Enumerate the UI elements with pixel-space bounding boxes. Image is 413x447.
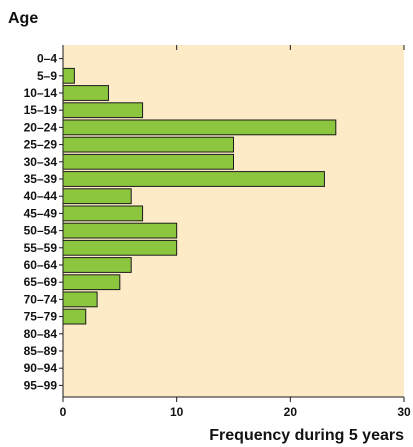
y-axis-title: Age [8, 10, 38, 27]
bar-5–9 [62, 67, 75, 84]
y-tick-label: 50–54 [24, 224, 58, 238]
bar-35–39 [62, 171, 325, 187]
bar-30–34 [62, 153, 234, 170]
bar-25–29 [62, 136, 234, 153]
x-tick-label: 0 [60, 405, 67, 419]
bar-10–14 [62, 85, 109, 101]
y-tick-label: 10–14 [24, 86, 58, 100]
bar-65–69 [62, 274, 121, 291]
y-tick-label: 35–39 [24, 172, 58, 186]
x-axis-title: Frequency during 5 years [209, 427, 404, 444]
y-tick-label: 60–64 [24, 258, 58, 272]
bar-70–74 [62, 291, 98, 308]
y-tick-label: 55–59 [24, 241, 58, 255]
bar-55–59 [62, 239, 178, 256]
y-tick-label: 45–49 [24, 206, 58, 220]
y-tick-label: 70–74 [24, 292, 58, 306]
x-tick-label: 20 [284, 405, 298, 419]
bar-45–49 [62, 205, 144, 222]
y-axis-ticks: 0–4 5–9 10–14 15–19 20–24 25–29 30–34 35–39 40–4… [24, 52, 63, 392]
y-tick-label: 30–34 [24, 155, 58, 169]
x-tick-label: 10 [170, 405, 184, 419]
bar-40–44 [62, 188, 132, 205]
y-tick-label: 25–29 [24, 138, 58, 152]
y-tick-label: 85–89 [24, 344, 58, 358]
y-tick-label: 75–79 [24, 310, 58, 324]
y-tick-label: 80–84 [24, 327, 58, 341]
bar-15–19 [62, 102, 144, 119]
x-tick-label: 30 [397, 405, 411, 419]
y-tick-label: 40–44 [24, 189, 58, 203]
y-tick-label: 5–9 [37, 69, 57, 83]
bar-75–79 [62, 308, 87, 325]
bar-20–24 [62, 119, 337, 136]
y-tick-label: 65–69 [24, 275, 58, 289]
bar-60–64 [62, 257, 132, 273]
y-tick-label: 90–94 [24, 361, 58, 375]
y-tick-label: 20–24 [24, 120, 58, 134]
y-tick-label: 15–19 [24, 103, 58, 117]
x-axis-ticks: 0 10 20 30 [60, 45, 411, 419]
y-tick-label: 95–99 [24, 378, 58, 392]
y-tick-label: 0–4 [37, 52, 57, 66]
bar-50–54 [62, 222, 178, 239]
